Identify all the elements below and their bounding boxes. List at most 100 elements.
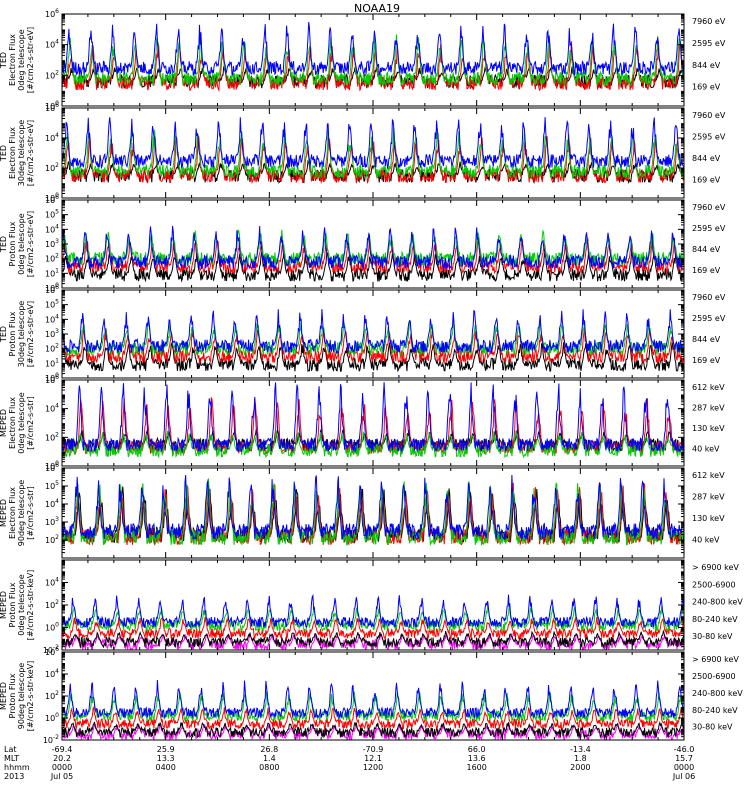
x-tick-value: 20.2 <box>53 754 71 763</box>
legend-entry: 2595 eV <box>692 224 726 233</box>
panel-4-series <box>62 309 684 373</box>
series-line-169-ev <box>62 225 684 270</box>
y-tick-label: 102 <box>45 343 59 354</box>
x-tick-value: 0800 <box>259 763 279 772</box>
series-line-30-80-kev <box>62 593 684 629</box>
y-tick-label: 104 <box>45 223 59 234</box>
series-line-7960-ev <box>62 251 684 283</box>
series-line-169-ev <box>62 309 684 355</box>
legend-entry: 612 keV <box>692 383 725 392</box>
y-tick-label: 100 <box>45 100 59 111</box>
y-tick-label: 103 <box>45 238 59 249</box>
legend-entry: 169 eV <box>692 356 721 365</box>
x-tick-value: -69.4 <box>52 745 73 754</box>
x-tick-value: 0000 <box>674 763 694 772</box>
legend-entry: 7960 eV <box>692 293 726 302</box>
y-tick-label: 106 <box>45 462 59 473</box>
legend-entry: 844 eV <box>692 335 721 344</box>
panel-7: 10-2 100 102 104 MEPEDProton Flux0deg telesc… <box>0 559 743 655</box>
x-tick-value: 13.3 <box>157 754 175 763</box>
y-tick-label: 105 <box>45 299 59 310</box>
x-tick-value: 13.6 <box>468 754 486 763</box>
y-tick-label: 102 <box>45 534 59 545</box>
y-tick-label: 10-2 <box>43 644 59 655</box>
legend-entry: 40 keV <box>692 535 720 544</box>
series-line-40-kev <box>62 474 684 540</box>
legend-entry: 30-80 keV <box>692 723 733 732</box>
panel-4: 100 101 102 103 104 105 106 TEDProton Flux30deg… <box>0 284 726 383</box>
y-tick-label: 100 <box>45 622 59 633</box>
series-line-7960-ev <box>62 341 684 373</box>
x-tick-value: 1200 <box>363 763 383 772</box>
panel-3-frame <box>61 199 685 289</box>
y-tick-label: 105 <box>45 209 59 220</box>
x-tick-value: 1.8 <box>574 754 587 763</box>
series-line-80-240-kev <box>62 691 684 723</box>
y-tick-label: 102 <box>45 253 59 264</box>
series-line-844-ev <box>62 34 684 88</box>
legend-entry: 2500-6900 <box>692 672 736 681</box>
y-tick-label: 104 <box>45 498 59 509</box>
x-tick-value: -13.4 <box>570 745 591 754</box>
series-line-30-80-kev <box>62 679 684 720</box>
y-tick-label: 105 <box>45 480 59 491</box>
legend-entry: 30-80 keV <box>692 632 733 641</box>
y-tick-label: 104 <box>45 577 59 588</box>
x-tick-value: 15.7 <box>675 754 693 763</box>
y-tick-label: 104 <box>45 313 59 324</box>
panel-8: 10-2 100 102 104 106 MEPEDProton Flux90deg te… <box>0 646 743 745</box>
x-tick-value: 2000 <box>570 763 590 772</box>
y-tick-label: 101 <box>45 357 59 368</box>
y-tick-label: 103 <box>45 328 59 339</box>
legend-entry: 169 eV <box>692 175 721 184</box>
legend-entry: 240-800 keV <box>692 598 743 607</box>
x-row-label: 2013 <box>4 772 24 781</box>
y-tick-label: 104 <box>45 668 59 679</box>
y-tick-label: 102 <box>45 431 59 442</box>
y-tick-label: 10-2 <box>43 734 59 745</box>
y-tick-label: 100 <box>45 192 59 203</box>
y-tick-label: 100 <box>45 712 59 723</box>
series-line-7960-ev <box>62 159 684 185</box>
legend-entry: 40 keV <box>692 444 720 453</box>
legend-entry: 7960 eV <box>692 203 726 212</box>
panel-6: 102 103 104 105 106 MEPEDElectron Flux90deg t… <box>0 462 725 559</box>
panel-1-series <box>62 22 684 93</box>
y-tick-label: 102 <box>45 162 59 173</box>
panel-5: 100 102 104 106 MEPEDElectron Flux0deg teles… <box>0 374 725 471</box>
legend-entry: 844 eV <box>692 154 721 163</box>
x-tick-value: -46.0 <box>674 745 695 754</box>
legend-entry: 7960 eV <box>692 17 726 26</box>
panel-8-frame <box>61 651 685 741</box>
y-tick-label: 106 <box>45 102 59 113</box>
x-tick-value: Jul 05 <box>50 772 73 781</box>
x-row-label: MLT <box>4 754 19 763</box>
panel-6-frame <box>61 467 685 559</box>
legend-entry: 612 keV <box>692 471 725 480</box>
series-line-40-kev <box>62 382 684 453</box>
legend-entry: 287 keV <box>692 403 725 412</box>
legend-entry: 240-800 keV <box>692 689 743 698</box>
panel-3-ylabel: TEDProton Flux0deg telescope[#/cm2-s-str… <box>0 211 35 277</box>
y-tick-label: 106 <box>45 374 59 385</box>
series-line-2595-ev <box>62 40 684 93</box>
panel-4-ylabel: TEDProton Flux30deg telescope[#/cm2-s-st… <box>0 301 35 368</box>
legend-entry: 844 eV <box>692 61 721 70</box>
legend-entry: 130 keV <box>692 424 725 433</box>
panel-3: 100 101 102 103 104 105 106 TEDProton Flux0deg … <box>0 194 726 293</box>
y-tick-label: 100 <box>45 282 59 293</box>
panel-8-ylabel: MEPEDProton Flux90deg telescope[#/cm2-s-… <box>0 661 35 732</box>
y-tick-label: 100 <box>45 372 59 383</box>
y-tick-label: 106 <box>45 8 59 19</box>
legend-entry: 169 eV <box>692 266 721 275</box>
panel-6-ylabel: MEPEDElectron Flux90deg telescope[#/cm2-… <box>0 480 35 547</box>
legend-entry: 80-240 keV <box>692 615 738 624</box>
x-tick-value: 0000 <box>52 763 72 772</box>
panel-1-ylabel: TEDElectron Flux0deg telescope[#/cm2-s-s… <box>0 27 35 93</box>
series-line-80-240-kev <box>62 605 684 633</box>
legend-entry: > 6900 keV <box>692 563 739 572</box>
legend-entry: 130 keV <box>692 514 725 523</box>
